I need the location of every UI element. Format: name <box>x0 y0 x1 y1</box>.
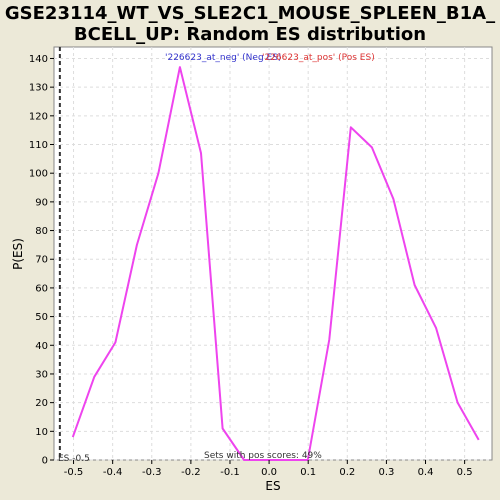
series-group <box>71 66 480 461</box>
chart-title-line2: BCELL_UP: Random ES distribution <box>74 24 426 45</box>
y-tick-label: 40 <box>35 341 48 352</box>
y-tick-label: 120 <box>29 111 48 122</box>
x-tick-label: 0.1 <box>300 467 316 478</box>
chart-title-line1: GSE23114_WT_VS_SLE2C1_MOUSE_SPLEEN_B1A_ <box>5 3 495 24</box>
es-annotation: ES -0.5 <box>58 454 90 464</box>
x-tick-label: 0.0 <box>261 467 277 478</box>
x-tick-label: -0.3 <box>142 467 162 478</box>
x-tick-label: 0.3 <box>378 467 394 478</box>
y-tick-label: 140 <box>29 54 48 65</box>
y-tick-label: 60 <box>35 283 48 294</box>
x-tick-label: 0.2 <box>339 467 355 478</box>
grid <box>54 47 492 461</box>
y-tick-label: 50 <box>35 312 48 323</box>
x-tick-label: -0.1 <box>220 467 240 478</box>
x-tick-label: 0.5 <box>457 467 473 478</box>
y-tick-label: 80 <box>35 226 48 237</box>
y-tick-label: 30 <box>35 369 48 380</box>
plot-area <box>53 46 493 461</box>
x-tick-label: -0.5 <box>64 467 84 478</box>
y-tick-label: 10 <box>35 427 48 438</box>
legend-pos: '226623_at_pos' (Pos ES) <box>262 53 375 63</box>
y-tick-label: 70 <box>35 255 48 266</box>
y-tick-label: 110 <box>29 140 48 151</box>
x-tick-label: -0.4 <box>103 467 123 478</box>
pos-scores-annotation: Sets with pos scores: 49% <box>204 451 322 461</box>
x-tick-label: 0.4 <box>418 467 434 478</box>
series-line <box>71 66 480 461</box>
y-tick-label: 130 <box>29 83 48 94</box>
x-axis: -0.5 -0.4 -0.3 -0.2 -0.1 0.0 0.1 0.2 0.3 0.4 0.5 <box>64 460 473 478</box>
legend-neg: '226623_at_neg' (Neg ES) <box>165 53 281 63</box>
x-axis-label: ES <box>265 479 280 493</box>
y-tick-label: 90 <box>35 197 48 208</box>
y-axis: 0 10 20 30 40 50 60 70 80 90 100 110 120 130 140 <box>29 54 54 467</box>
y-tick-label: 0 <box>42 456 48 467</box>
y-tick-label: 100 <box>29 169 48 180</box>
y-tick-label: 20 <box>35 398 48 409</box>
y-axis-label: P(ES) <box>11 238 25 270</box>
x-tick-label: -0.2 <box>181 467 201 478</box>
